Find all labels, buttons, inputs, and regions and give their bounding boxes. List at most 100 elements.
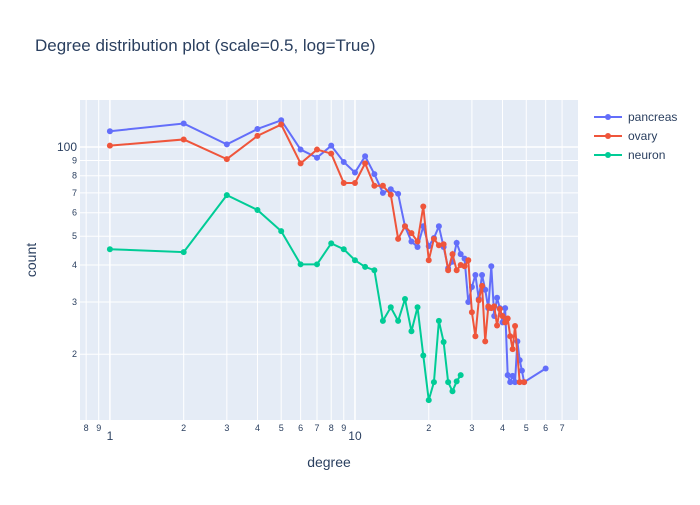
x-tick-label: 7 — [560, 423, 565, 433]
data-point — [453, 239, 460, 246]
y-tick-label: 4 — [72, 260, 77, 270]
data-point — [420, 352, 427, 359]
x-tick-label: 1 — [107, 429, 114, 443]
legend-marker — [605, 152, 611, 158]
data-point — [440, 241, 447, 248]
data-point — [479, 282, 486, 289]
data-point — [379, 189, 386, 196]
data-point — [254, 125, 261, 132]
data-point — [482, 338, 489, 345]
data-point — [351, 179, 358, 186]
x-axis-title: degree — [307, 454, 351, 470]
data-point — [371, 171, 378, 178]
data-point — [408, 230, 415, 237]
data-point — [340, 179, 347, 186]
data-point — [408, 328, 415, 335]
chart-title: Degree distribution plot (scale=0.5, log… — [35, 36, 376, 55]
data-point — [387, 191, 394, 198]
data-point — [340, 158, 347, 165]
data-point — [223, 156, 230, 163]
data-point — [328, 240, 335, 247]
data-point — [414, 304, 421, 311]
data-point — [401, 223, 408, 230]
y-tick-label: 8 — [72, 171, 77, 181]
data-point — [430, 379, 437, 386]
legend-marker — [605, 133, 611, 139]
data-point — [512, 322, 519, 329]
x-tick-label: 9 — [341, 423, 346, 433]
y-tick-label: 9 — [72, 156, 77, 166]
data-point — [351, 257, 358, 264]
data-point — [387, 304, 394, 311]
data-point — [502, 305, 509, 312]
data-point — [509, 372, 516, 379]
data-point — [387, 186, 394, 193]
data-point — [435, 242, 442, 249]
data-point — [351, 169, 358, 176]
data-point — [457, 372, 464, 379]
data-point — [425, 257, 432, 264]
data-point — [453, 378, 460, 385]
data-point — [371, 182, 378, 189]
legend-label: pancreas — [628, 110, 677, 124]
data-point — [414, 243, 421, 250]
data-point — [468, 309, 475, 316]
data-point — [379, 317, 386, 324]
data-point — [379, 182, 386, 189]
x-tick-label: 4 — [255, 423, 260, 433]
data-point — [542, 365, 549, 372]
data-point — [278, 228, 285, 235]
data-point — [475, 297, 482, 304]
data-point — [180, 249, 187, 256]
legend-label: ovary — [628, 129, 657, 143]
data-point — [278, 117, 285, 124]
data-point — [401, 296, 408, 303]
data-point — [445, 379, 452, 386]
x-tick-label: 6 — [298, 423, 303, 433]
data-point — [516, 379, 523, 386]
data-point — [425, 397, 432, 404]
data-point — [106, 246, 113, 253]
data-point — [297, 146, 304, 153]
x-tick-label: 4 — [500, 423, 505, 433]
data-point — [465, 257, 472, 264]
data-point — [504, 315, 511, 322]
data-point — [180, 120, 187, 127]
data-point — [507, 379, 514, 386]
y-tick-label: 7 — [72, 188, 77, 198]
data-point — [254, 132, 261, 139]
data-point — [453, 267, 460, 274]
legend-label: neuron — [628, 148, 665, 162]
data-point — [504, 372, 511, 379]
data-point — [106, 142, 113, 149]
x-tick-label: 8 — [329, 423, 334, 433]
data-point — [457, 251, 464, 258]
x-tick-label: 2 — [181, 423, 186, 433]
data-point — [518, 367, 525, 374]
data-point — [472, 333, 479, 340]
data-point — [408, 238, 415, 245]
data-point — [106, 128, 113, 135]
data-point — [479, 271, 486, 278]
data-point — [395, 317, 402, 324]
data-point — [494, 322, 501, 329]
data-point — [223, 141, 230, 148]
data-point — [278, 121, 285, 128]
x-tick-label: 8 — [84, 423, 89, 433]
data-point — [254, 206, 261, 213]
data-point — [435, 317, 442, 324]
data-point — [440, 338, 447, 345]
data-point — [488, 263, 495, 270]
y-tick-label: 100 — [57, 140, 77, 154]
x-tick-label: 2 — [426, 423, 431, 433]
x-tick-label: 5 — [524, 423, 529, 433]
data-point — [435, 223, 442, 230]
data-point — [445, 267, 452, 274]
x-tick-label: 9 — [96, 423, 101, 433]
data-point — [362, 160, 369, 167]
data-point — [328, 150, 335, 157]
data-point — [449, 251, 456, 258]
data-point — [496, 306, 503, 313]
x-tick-label: 3 — [224, 423, 229, 433]
